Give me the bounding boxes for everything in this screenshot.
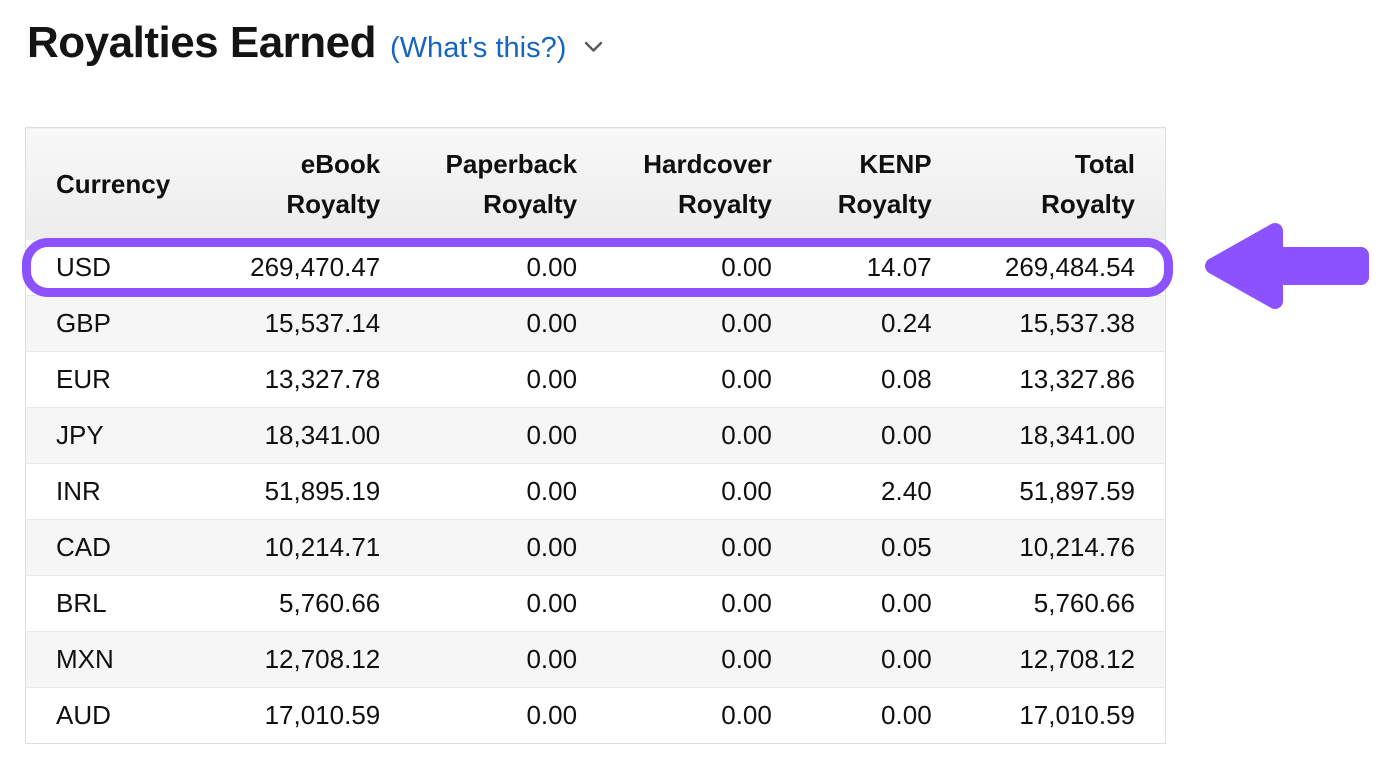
value-cell: 0.00 xyxy=(526,588,578,618)
currency-cell: INR xyxy=(56,476,101,506)
value-cell: 0.24 xyxy=(881,308,932,338)
value-cell: 5,760.66 xyxy=(1033,588,1135,618)
value-cell: 0.08 xyxy=(881,364,932,394)
table-row-cad: CAD 10,214.71 0.00 0.00 0.05 10,214.76 xyxy=(25,519,1166,576)
column-header-ebook: eBook Royalty xyxy=(215,127,381,240)
royalties-table-container: Currency eBook Royalty Paperback Royalty Hard… xyxy=(22,127,1173,744)
table-row-mxn: MXN 12,708.12 0.00 0.00 0.00 12,708.12 xyxy=(25,631,1166,688)
value-cell: 0.00 xyxy=(526,364,578,394)
value-cell: 18,341.00 xyxy=(264,420,381,450)
table-row-inr: INR 51,895.19 0.00 0.00 2.40 51,897.59 xyxy=(25,463,1166,520)
value-cell: 0.05 xyxy=(881,532,932,562)
currency-cell: AUD xyxy=(56,700,111,730)
table-row-eur: EUR 13,327.78 0.00 0.00 0.08 13,327.86 xyxy=(25,351,1166,408)
page-header: Royalties Earned (What's this?) xyxy=(27,18,607,68)
table-header-row: Currency eBook Royalty Paperback Royalty Hard… xyxy=(25,127,1166,240)
value-cell: 0.00 xyxy=(721,532,772,562)
table-row-jpy: JPY 18,341.00 0.00 0.00 0.00 18,341.00 xyxy=(25,407,1166,464)
left-arrow-icon xyxy=(1201,218,1377,314)
column-header-currency: Currency xyxy=(25,127,216,240)
column-header-total: Total Royalty xyxy=(931,127,1166,240)
value-cell: 0.00 xyxy=(526,700,578,730)
value-cell: 0.00 xyxy=(721,476,772,506)
currency-cell: GBP xyxy=(56,308,111,338)
currency-cell: BRL xyxy=(56,588,107,618)
value-cell: 10,214.76 xyxy=(1019,532,1135,562)
value-cell: 0.00 xyxy=(721,252,772,282)
value-cell: 51,897.59 xyxy=(1019,476,1135,506)
value-cell: 15,537.38 xyxy=(1019,308,1135,338)
value-cell: 0.00 xyxy=(881,644,932,674)
value-cell: 18,341.00 xyxy=(1019,420,1135,450)
page-title: Royalties Earned xyxy=(27,18,377,67)
column-header-hardcover: Hardcover Royalty xyxy=(577,127,772,240)
value-cell: 0.00 xyxy=(721,644,772,674)
column-header-paperback: Paperback Royalty xyxy=(380,127,578,240)
value-cell: 0.00 xyxy=(721,420,772,450)
left-arrow-shape xyxy=(1205,223,1369,309)
value-cell: 0.00 xyxy=(881,700,932,730)
value-cell: 269,484.54 xyxy=(1004,252,1135,282)
royalties-table: Currency eBook Royalty Paperback Royalty Hard… xyxy=(25,127,1166,744)
currency-cell: MXN xyxy=(56,644,114,674)
value-cell: 51,895.19 xyxy=(264,476,381,506)
value-cell: 0.00 xyxy=(721,308,772,338)
value-cell: 10,214.71 xyxy=(264,532,381,562)
table-row-usd: USD 269,470.47 0.00 0.00 14.07 269,484.54 xyxy=(25,240,1166,296)
value-cell: 0.00 xyxy=(526,476,578,506)
value-cell: 12,708.12 xyxy=(1019,644,1135,674)
whats-this-link[interactable]: (What's this?) xyxy=(390,32,567,64)
currency-cell: JPY xyxy=(56,420,104,450)
value-cell: 0.00 xyxy=(721,588,772,618)
table-row-aud: AUD 17,010.59 0.00 0.00 0.00 17,010.59 xyxy=(25,687,1166,744)
currency-cell: USD xyxy=(56,252,111,282)
value-cell: 0.00 xyxy=(526,644,578,674)
value-cell: 13,327.86 xyxy=(1019,364,1135,394)
value-cell: 17,010.59 xyxy=(1019,700,1135,730)
table-row-gbp: GBP 15,537.14 0.00 0.00 0.24 15,537.38 xyxy=(25,295,1166,352)
currency-cell: CAD xyxy=(56,532,111,562)
value-cell: 0.00 xyxy=(526,252,578,282)
value-cell: 15,537.14 xyxy=(264,308,381,338)
value-cell: 17,010.59 xyxy=(264,700,381,730)
value-cell: 0.00 xyxy=(526,420,578,450)
value-cell: 12,708.12 xyxy=(264,644,381,674)
value-cell: 0.00 xyxy=(721,700,772,730)
table-body: USD 269,470.47 0.00 0.00 14.07 269,484.54 GBP 1… xyxy=(25,240,1166,744)
column-header-kenp: KENP Royalty xyxy=(771,127,932,240)
value-cell: 0.00 xyxy=(881,420,932,450)
value-cell: 0.00 xyxy=(526,532,578,562)
value-cell: 14.07 xyxy=(866,252,932,282)
currency-cell: EUR xyxy=(56,364,111,394)
chevron-down-icon[interactable] xyxy=(580,36,607,62)
value-cell: 0.00 xyxy=(881,588,932,618)
value-cell: 13,327.78 xyxy=(264,364,381,394)
value-cell: 0.00 xyxy=(721,364,772,394)
value-cell: 5,760.66 xyxy=(279,588,381,618)
table-row-brl: BRL 5,760.66 0.00 0.00 0.00 5,760.66 xyxy=(25,575,1166,632)
value-cell: 0.00 xyxy=(526,308,578,338)
value-cell: 2.40 xyxy=(881,476,932,506)
value-cell: 269,470.47 xyxy=(250,252,381,282)
